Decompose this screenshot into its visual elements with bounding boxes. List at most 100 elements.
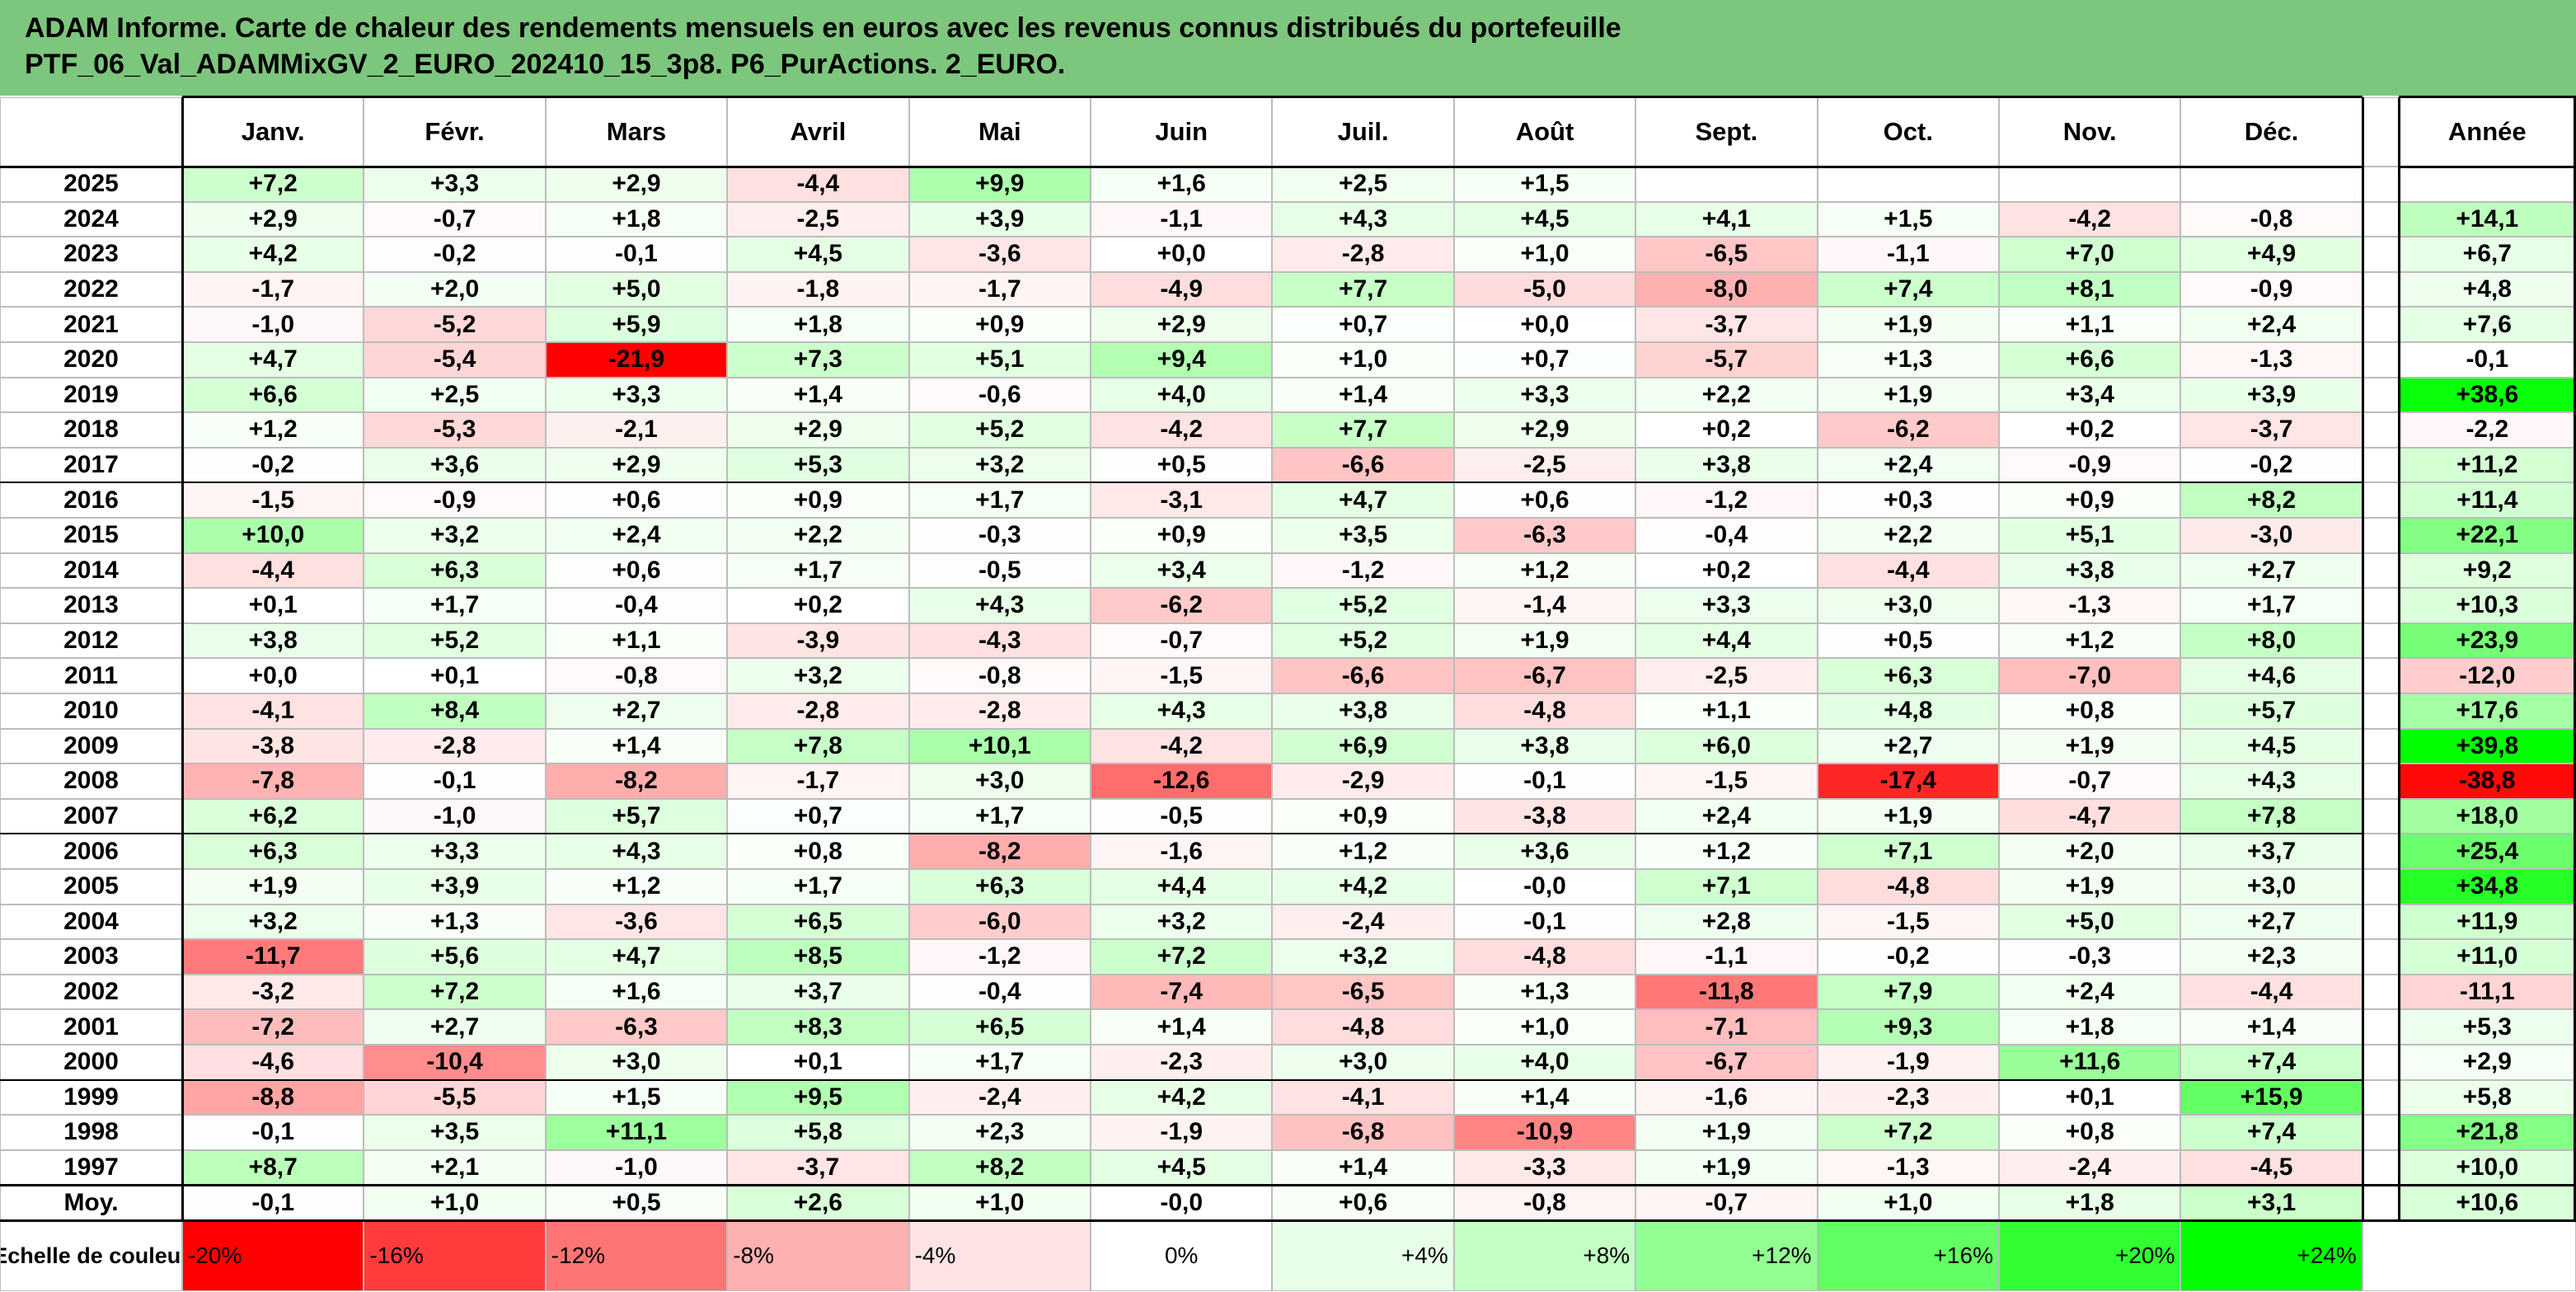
heatmap-cell: +2,9 [727,412,909,448]
separator-cell [2362,1045,2399,1080]
heatmap-cell: -6,0 [908,904,1091,940]
report-header: ADAM Informe. Carte de chaleur des rende… [0,0,2576,96]
heatmap-cell: +5,9 [545,307,728,342]
annual-return-cell: +11,4 [2398,482,2576,518]
separator-cell [2362,447,2399,483]
heatmap-cell: -2,8 [908,693,1091,729]
heatmap-cell: +6,6 [1999,342,2181,378]
heatmap-cell: -10,4 [364,1045,546,1080]
year-row-label: 2018 [0,412,182,448]
heatmap-cell: -0,5 [1091,798,1273,834]
heatmap-cell: -8,8 [182,1079,364,1116]
annual-return-cell: -38,8 [2398,763,2576,799]
separator-cell [2362,728,2399,764]
heatmap-cell: +2,5 [364,377,546,413]
heatmap-cell: +4,3 [545,834,728,869]
heatmap-cell: +1,0 [1453,1009,1636,1045]
heatmap-cell: +5,0 [1999,904,2181,940]
heatmap-cell: -8,0 [1635,271,1818,308]
heatmap-cell: +4,7 [545,939,728,975]
heatmap-cell: -4,8 [1272,1009,1454,1045]
month-header: Mars [545,97,728,167]
heatmap-cell: -6,3 [545,1009,728,1045]
heatmap-cell: +1,3 [364,904,546,940]
heatmap-cell: +2,0 [364,271,546,308]
separator-cell [2362,939,2399,975]
heatmap-cell: +8,0 [2180,623,2363,659]
year-header: Année [2398,97,2576,167]
heatmap-cell: -1,2 [1635,482,1818,518]
average-cell: -0,7 [1635,1185,1818,1220]
heatmap-cell: -2,5 [1453,447,1636,483]
color-scale-label: Echelle de couleur [0,1220,182,1291]
average-cell: +3,1 [2180,1185,2363,1220]
heatmap-cell: -1,2 [908,939,1091,975]
heatmap-cell: +1,4 [2180,1009,2363,1045]
heatmap-cell: +1,1 [1635,693,1818,729]
heatmap-cell: +1,1 [1999,307,2181,342]
heatmap-cell: +3,0 [1817,588,1999,623]
heatmap-cell: +1,9 [1635,1149,1818,1186]
heatmap-cell: +5,2 [1272,623,1454,659]
heatmap-cell: +3,8 [182,623,364,659]
heatmap-cell: +0,6 [1453,482,1636,518]
heatmap-cell: -1,3 [2180,342,2363,378]
heatmap-cell: +4,5 [1091,1149,1273,1186]
heatmap-cell: +4,3 [2180,763,2363,799]
heatmap-cell: -1,0 [545,1149,728,1186]
heatmap-cell: -6,8 [1272,1115,1454,1150]
heatmap-cell: +7,7 [1272,271,1454,308]
heatmap-cell: +1,3 [1817,342,1999,378]
heatmap-cell: +2,1 [364,1149,546,1186]
heatmap-cell: +9,4 [1091,342,1273,378]
heatmap-cell: +0,3 [1817,482,1999,518]
separator-cell [2362,974,2399,1010]
separator-cell [2362,798,2399,834]
heatmap-cell: +2,7 [364,1009,546,1045]
year-row-label: 2020 [0,342,182,378]
heatmap-cell: +4,4 [1635,623,1818,659]
heatmap-cell: +5,2 [1272,588,1454,623]
annual-return-cell: +39,8 [2398,728,2576,764]
average-annual-cell: +10,6 [2398,1185,2576,1220]
heatmap-cell: +6,3 [182,834,364,869]
heatmap-cell: -1,6 [1635,1079,1818,1116]
heatmap-cell: +5,1 [908,342,1091,378]
separator-cell [2362,623,2399,659]
heatmap-cell: -3,2 [182,974,364,1010]
heatmap-cell: +4,7 [182,342,364,378]
heatmap-cell: +4,3 [908,588,1091,623]
heatmap-cell: +1,4 [1091,1009,1273,1045]
heatmap-cell: -4,2 [1091,412,1273,448]
heatmap-cell: +0,6 [545,482,728,518]
heatmap-cell: -1,9 [1817,1045,1999,1080]
year-row-label: 2021 [0,307,182,342]
heatmap-cell: +0,9 [908,307,1091,342]
color-scale-swatch: -12% [545,1220,728,1291]
year-row-label: 2023 [0,237,182,272]
heatmap-cell: -1,7 [182,271,364,308]
heatmap-cell: +3,2 [182,904,364,940]
heatmap-cell: +2,9 [1091,307,1273,342]
heatmap-cell: -0,5 [908,552,1091,589]
heatmap-cell: -4,8 [1817,869,1999,904]
heatmap-cell: +1,7 [727,552,909,589]
heatmap-cell: -4,6 [182,1045,364,1080]
heatmap-cell: -6,7 [1453,658,1636,693]
year-row-label: 2014 [0,552,182,589]
heatmap-cell: -6,5 [1635,237,1818,272]
heatmap-cell: +3,9 [364,869,546,904]
heatmap-cell: +1,2 [1453,552,1636,589]
color-scale-swatch: +20% [1999,1220,2181,1291]
separator-cell [2362,412,2399,448]
heatmap-cell: +2,2 [1635,377,1818,413]
heatmap-cell: +3,8 [1272,693,1454,729]
year-top-border [2398,96,2576,98]
annual-return-cell: +7,6 [2398,307,2576,342]
heatmap-cell: -3,7 [2180,412,2363,448]
heatmap-cell: -3,0 [2180,518,2363,553]
heatmap-cell: +2,5 [1272,167,1454,202]
month-header: Oct. [1817,97,1999,167]
month-header: Janv. [182,97,364,167]
heatmap-cell: -1,1 [1817,237,1999,272]
